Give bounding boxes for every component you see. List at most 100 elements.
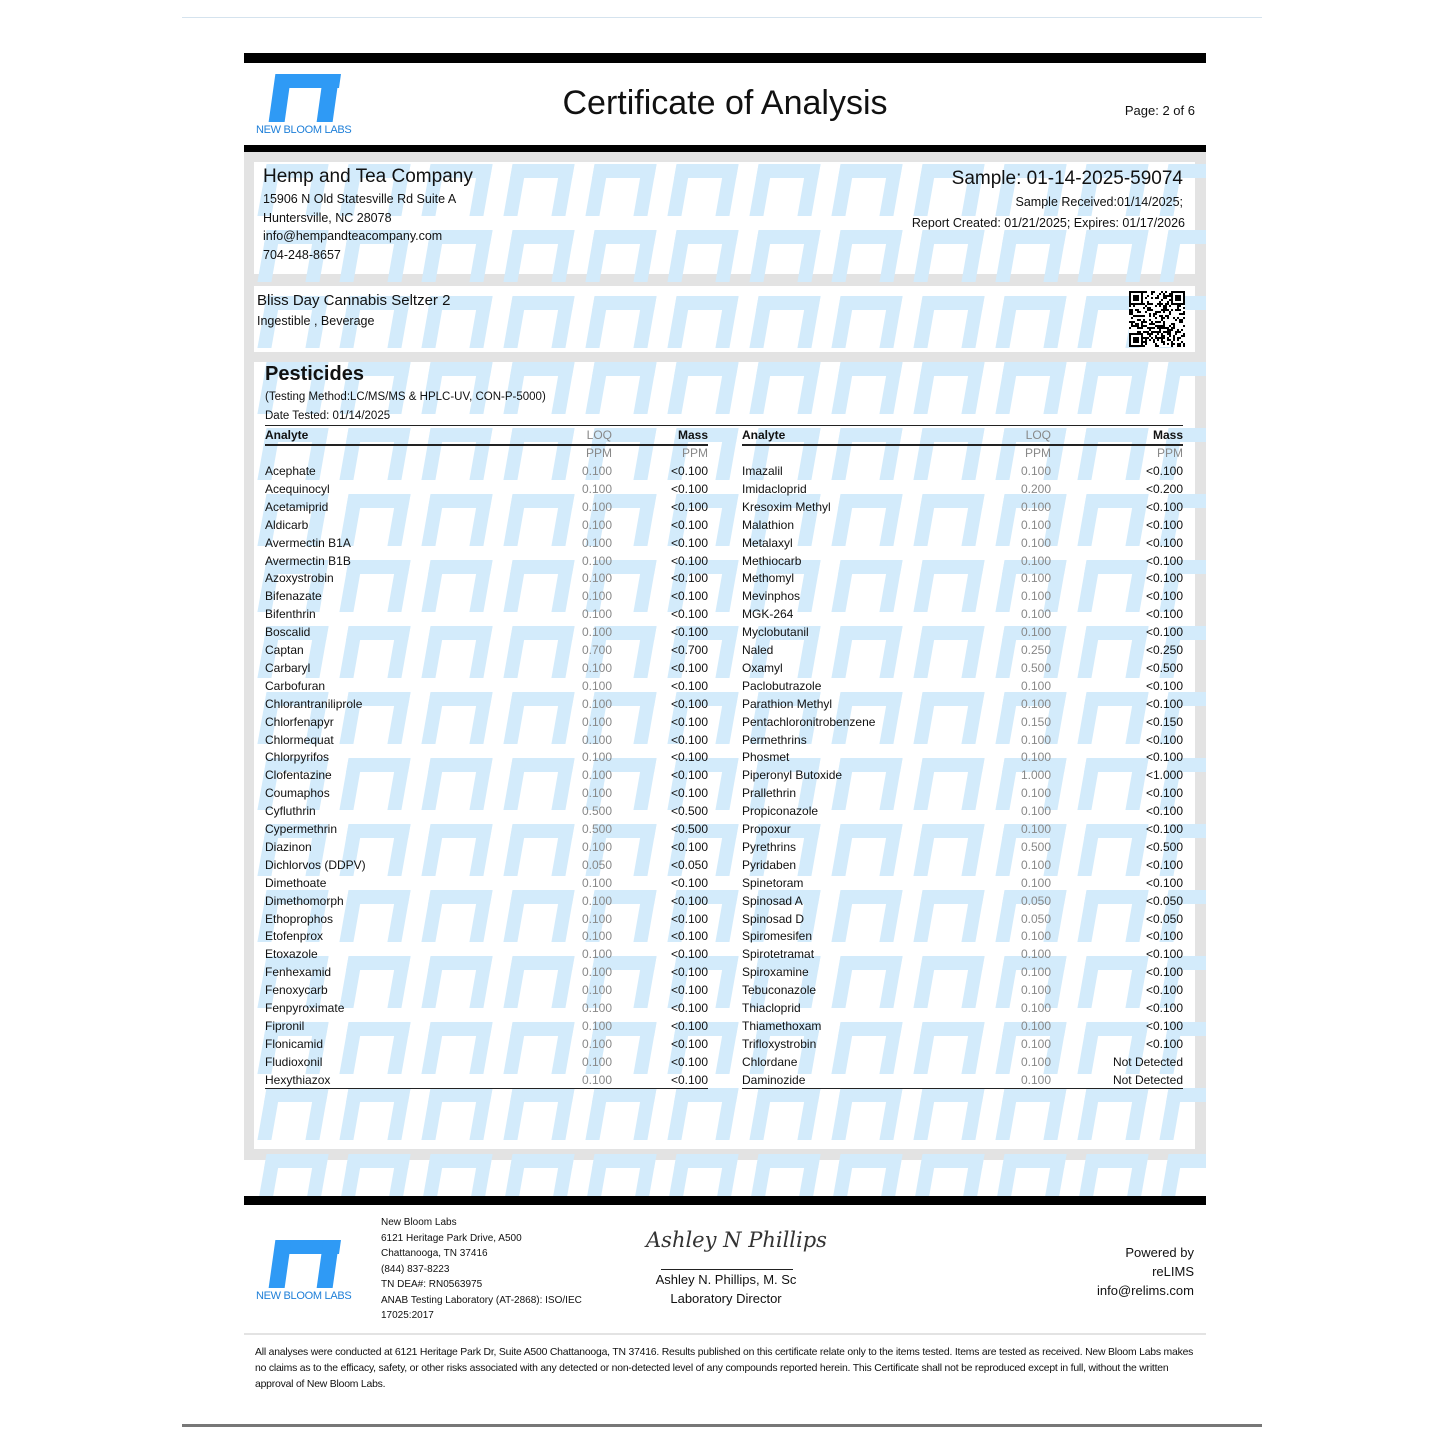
loq-value: 0.100 [1020, 535, 1051, 550]
loq-value: 0.050 [581, 857, 612, 872]
column-header-mass: Mass [1152, 428, 1183, 442]
client-name: Hemp and Tea Company [263, 166, 473, 187]
qr-code-icon[interactable] [1129, 291, 1185, 347]
table-row: Acetamiprid 0.100 <0.100 [265, 500, 708, 518]
table-row: Phosmet 0.100 <0.100 [742, 750, 1183, 768]
loq-value: 0.050 [1020, 893, 1051, 908]
analyte-name: Boscalid [265, 625, 311, 640]
mass-value: <0.100 [670, 607, 708, 622]
analyte-name: Acetamiprid [265, 499, 329, 514]
table-bottom-rule [742, 1088, 1183, 1089]
mass-value: <0.100 [670, 499, 708, 514]
analyte-name: Chlormequat [265, 732, 334, 747]
analyte-name: Hexythiazox [265, 1072, 331, 1087]
watermark-mark [1159, 1154, 1206, 1196]
table-row: Pentachloronitrobenzene 0.150 <0.150 [742, 715, 1183, 733]
mass-value: <0.100 [1145, 696, 1183, 711]
client-email: info@hempandteacompany.com [263, 229, 443, 243]
mass-value: <0.100 [1145, 607, 1183, 622]
loq-value: 0.100 [581, 607, 612, 622]
loq-value: 0.100 [581, 750, 612, 765]
analyte-name: Thiacloprid [742, 1001, 801, 1015]
analyte-name: Imazalil [742, 464, 783, 478]
client-phone: 704-248-8657 [263, 248, 341, 262]
mass-value: <0.500 [670, 804, 708, 819]
vendor-email[interactable]: info@relims.com [1097, 1283, 1194, 1298]
table-row: Mevinphos 0.100 <0.100 [742, 589, 1183, 607]
table-row: Acequinocyl 0.100 <0.100 [265, 482, 708, 500]
mass-value: <0.100 [670, 1001, 708, 1015]
loq-value: 0.100 [581, 839, 612, 854]
table-row: Imidacloprid 0.200 <0.200 [742, 482, 1183, 500]
column-header-analyte: Analyte [265, 428, 309, 442]
analyte-name: Cypermethrin [265, 822, 338, 836]
analyte-name: Spirotetramat [742, 947, 815, 962]
loq-value: 0.100 [1020, 1036, 1051, 1051]
analyte-name: Fenhexamid [265, 965, 332, 980]
analyte-name: Naled [742, 643, 774, 657]
table-row: Fenoxycarb 0.100 <0.100 [265, 983, 708, 1001]
column-header-loq: LOQ [1025, 428, 1051, 442]
loq-value: 0.100 [1020, 589, 1051, 604]
loq-value: 0.100 [1020, 1054, 1051, 1069]
table-row: Propoxur 0.100 <0.100 [742, 822, 1183, 840]
lab-phone: (844) 837-8223 [381, 1263, 450, 1275]
mass-value: <0.500 [1145, 660, 1183, 675]
loq-value: 0.500 [581, 804, 612, 819]
analyte-name: Oxamyl [742, 660, 783, 675]
mass-value: <0.100 [670, 553, 708, 568]
table-row: Fipronil 0.100 <0.100 [265, 1019, 708, 1037]
table-row: Tebuconazole 0.100 <0.100 [742, 983, 1183, 1001]
signature: Ashley N Phillips [646, 1228, 827, 1252]
signer-name: Ashley N. Phillips, M. Sc [655, 1272, 797, 1287]
mass-value: <0.100 [1145, 535, 1183, 550]
product-type: Ingestible , Beverage [257, 314, 375, 328]
mass-value: <0.100 [670, 535, 708, 550]
mass-value: <0.100 [1145, 732, 1183, 747]
loq-unit: PPM [1024, 446, 1051, 460]
signature-line [661, 1269, 793, 1270]
table-row: Hexythiazox 0.100 <0.100 [265, 1073, 708, 1091]
table-row: Pyrethrins 0.500 <0.500 [742, 840, 1183, 858]
analyte-name: Ethoprophos [265, 911, 334, 926]
footer-divider [244, 1333, 1206, 1335]
analyte-name: Acephate [265, 464, 316, 478]
loq-value: 0.100 [1020, 1018, 1051, 1033]
mass-value: <0.100 [1145, 804, 1183, 819]
table-row: Avermectin B1B 0.100 <0.100 [265, 554, 708, 572]
table-row: Parathion Methyl 0.100 <0.100 [742, 697, 1183, 715]
date-tested: Date Tested: 01/14/2025 [265, 410, 391, 422]
lab-city: Chattanooga, TN 37416 [381, 1248, 488, 1259]
footer-logo-text: NEW BLOOM LABS [256, 1290, 352, 1302]
table-row: Fenhexamid 0.100 <0.100 [265, 965, 708, 983]
table-row: Paclobutrazole 0.100 <0.100 [742, 679, 1183, 697]
table-row: Prallethrin 0.100 <0.100 [742, 786, 1183, 804]
loq-value: 0.100 [581, 571, 612, 586]
loq-value: 0.050 [1020, 911, 1051, 926]
footer-logo-icon [268, 1240, 341, 1288]
analyte-name: Tebuconazole [742, 983, 817, 998]
mass-value: <0.250 [1145, 643, 1183, 657]
analyte-name: Azoxystrobin [265, 571, 334, 586]
watermark-mark [421, 1154, 493, 1196]
table-row: Dichlorvos (DDPV) 0.050 <0.050 [265, 858, 708, 876]
watermark-mark [667, 1154, 739, 1196]
analyte-name: Phosmet [742, 750, 790, 765]
analyte-name: Pyrethrins [742, 839, 797, 854]
loq-value: 0.100 [1020, 732, 1051, 747]
loq-value: 0.100 [581, 660, 612, 675]
analyte-name: Trifloxystrobin [742, 1036, 817, 1051]
client-address1: 15906 N Old Statesville Rd Suite A [263, 192, 457, 206]
page-title: Certificate of Analysis [562, 84, 888, 122]
table-header: Analyte LOQ Mass [265, 428, 708, 446]
table-row: Ethoprophos 0.100 <0.100 [265, 912, 708, 930]
table-top-rule [265, 425, 1183, 426]
analyte-name: Methomyl [742, 571, 795, 586]
table-row: Dimethomorph 0.100 <0.100 [265, 894, 708, 912]
header-bottom-bar [244, 145, 1206, 153]
analyte-name: Carbofuran [265, 678, 326, 693]
loq-value: 0.100 [581, 732, 612, 747]
powered-by-vendor: reLIMS [1152, 1264, 1194, 1279]
loq-value: 0.100 [581, 875, 612, 890]
mass-value: <0.100 [1145, 822, 1183, 836]
